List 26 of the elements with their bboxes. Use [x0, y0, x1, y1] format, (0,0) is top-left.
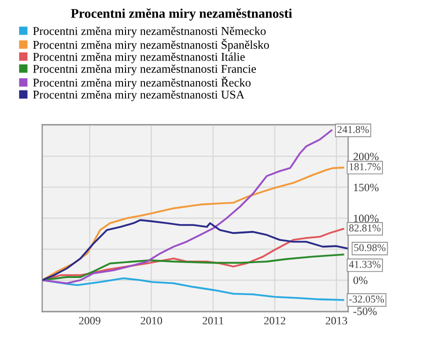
legend-label: Procentni změna miry nezaměstnanosti USA [33, 90, 244, 102]
y-tick-label: 100% [354, 214, 379, 222]
annotation: 181.7% [350, 163, 381, 170]
annotation: 50.98% [354, 244, 386, 252]
y-tick-label: 200% [354, 152, 379, 160]
legend-label: Procentni změna miry nezaměstnanosti Francie [33, 64, 256, 76]
line-series [42, 129, 332, 284]
annotation: 82.81% [349, 224, 381, 232]
annotation: -32.05% [349, 296, 384, 303]
x-tick-label: 2009 [79, 316, 100, 324]
y-tick-label: -50% [353, 308, 377, 316]
line-series [42, 277, 344, 301]
x-tick-label: 2013 [326, 316, 348, 324]
legend-label: Procentni změna miry nezaměstnanosti Řecko [33, 76, 251, 90]
y-tick-label: 0% [353, 276, 368, 284]
annotation: 241.8% [338, 126, 369, 134]
annotation: 41.33% [348, 260, 381, 268]
x-tick-label: 2010 [140, 316, 162, 324]
line-series [42, 166, 344, 282]
x-tick-label: 2011 [202, 316, 224, 324]
legend-label: Procentni změna miry nezaměstnanosti Německo [33, 26, 266, 38]
y-tick-label: 150% [354, 184, 379, 192]
legend-label: Procentni změna miry nezaměstnanosti Itálie [33, 52, 245, 64]
x-tick-label: 2012 [264, 316, 286, 324]
chart-title: Procentni změna miry nezaměstnanosti [70, 8, 292, 21]
legend-label: Procentni změna miry nezaměstnanosti Španělsko [33, 38, 269, 52]
